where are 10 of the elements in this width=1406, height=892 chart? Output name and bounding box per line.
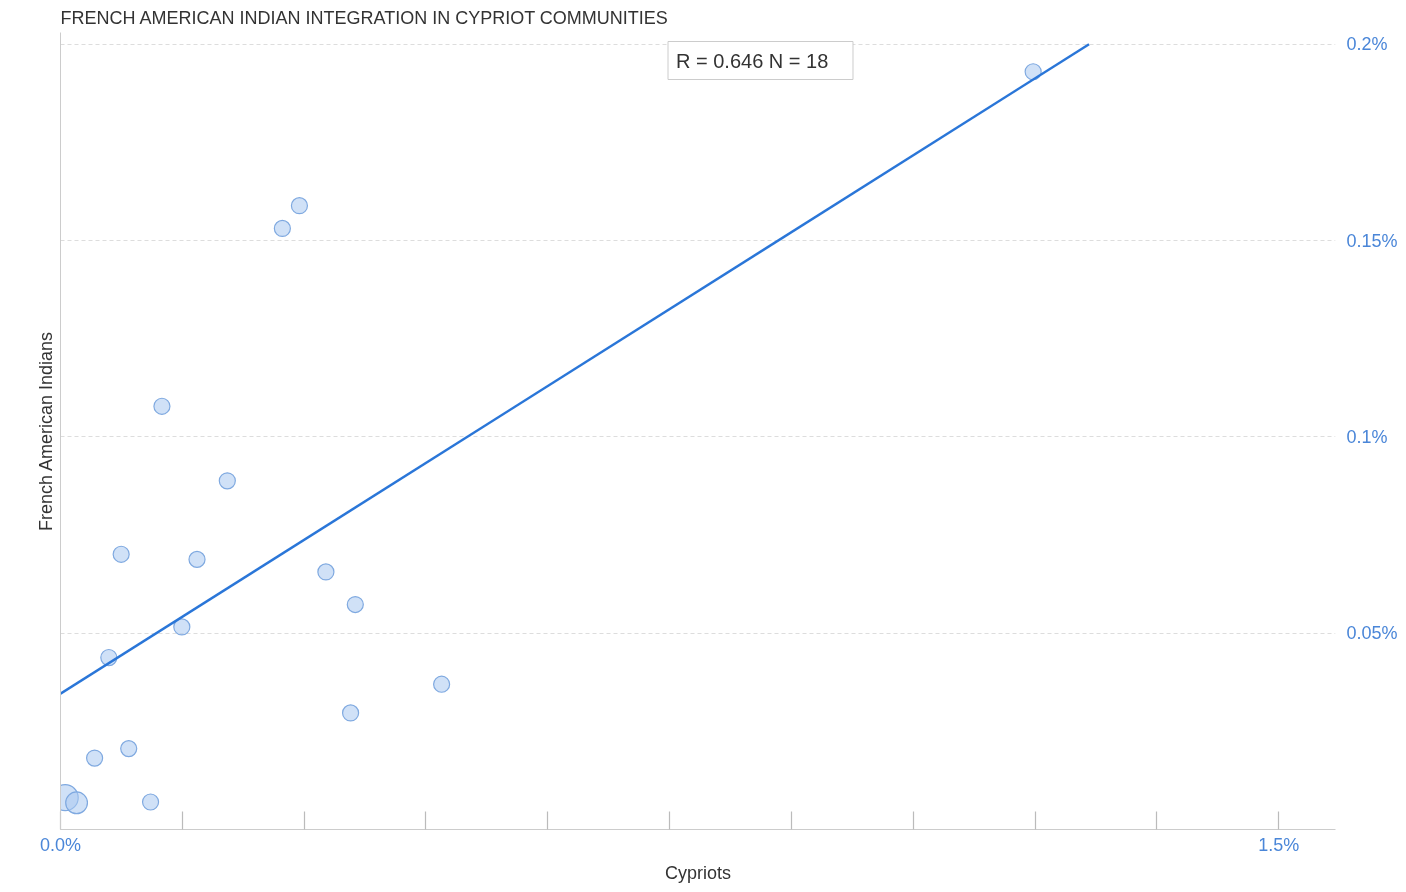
chart-title: FRENCH AMERICAN INDIAN INTEGRATION IN CYPRIOT COMMUNITIES	[60, 7, 668, 28]
x-tick-label: 0.0%	[39, 834, 82, 855]
x-axis-title: Cypriots	[664, 862, 732, 883]
y-tick-label: 0.2%	[1346, 34, 1388, 55]
y-tick-label: 0.05%	[1346, 623, 1398, 644]
y-tick-label: 0.15%	[1346, 230, 1398, 251]
x-tick-label: 1.5%	[1258, 834, 1300, 855]
annotation: R = 0.646 N = 18	[676, 49, 829, 72]
y-tick-label: 0.1%	[1346, 426, 1388, 447]
y-axis-title: French American Indians	[35, 331, 56, 532]
